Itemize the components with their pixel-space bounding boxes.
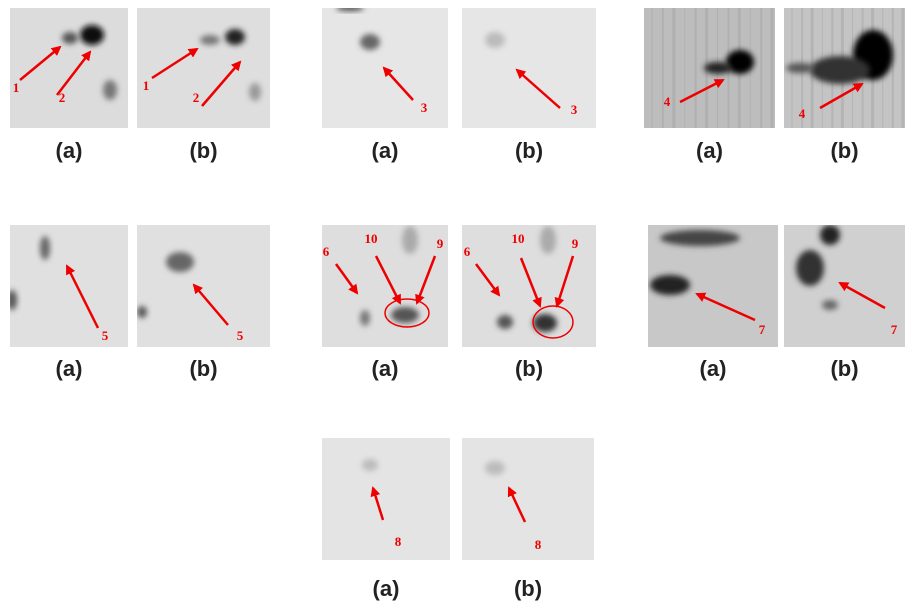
spot-label: 1 <box>13 80 20 95</box>
spot <box>225 29 245 45</box>
caption: (b) <box>830 356 858 381</box>
spot-label: 7 <box>891 322 898 337</box>
caption: (b) <box>189 356 217 381</box>
caption: (a) <box>372 356 399 381</box>
spot-label: 4 <box>799 106 806 121</box>
spot-label: 2 <box>193 90 200 105</box>
gel-image <box>137 225 270 347</box>
caption: (a) <box>700 356 727 381</box>
caption: (a) <box>372 138 399 163</box>
spot <box>485 32 505 48</box>
spot <box>796 250 824 286</box>
spot <box>80 25 104 45</box>
spot-label: 9 <box>572 236 579 251</box>
spot <box>336 5 364 11</box>
spot-label: 5 <box>102 328 109 343</box>
spot <box>249 83 261 101</box>
caption: (a) <box>373 576 400 601</box>
spot-label: 8 <box>395 534 402 549</box>
spot <box>786 63 814 73</box>
spot <box>360 310 370 326</box>
caption: (b) <box>514 576 542 601</box>
spot <box>360 34 380 50</box>
gel-image <box>10 8 128 128</box>
spot <box>362 459 378 471</box>
spot-label: 6 <box>323 244 330 259</box>
spot-label: 3 <box>571 102 578 117</box>
spot-label: 3 <box>421 100 428 115</box>
spot-label: 2 <box>59 90 66 105</box>
spot <box>485 461 505 475</box>
caption: (b) <box>189 138 217 163</box>
spot <box>540 226 556 254</box>
spot <box>704 62 732 74</box>
gel-image <box>322 438 450 560</box>
figure: 1 2 (a) 1 2 (b) 3 (a) 3 (b) 4 (a) 4 (b) 5 (a) 5 (b) 6 10 9 (a… <box>0 0 907 606</box>
spot <box>533 314 557 332</box>
caption: (b) <box>515 356 543 381</box>
spot-label: 6 <box>464 244 471 259</box>
spot <box>166 252 194 272</box>
spot <box>497 315 513 329</box>
spot <box>62 32 78 44</box>
spot-label: 10 <box>365 231 378 246</box>
caption: (a) <box>696 138 723 163</box>
caption: (b) <box>515 138 543 163</box>
spot-label: 7 <box>759 322 766 337</box>
spot <box>391 307 419 323</box>
spot <box>137 306 147 318</box>
spot <box>103 80 117 100</box>
spot-label: 10 <box>512 231 525 246</box>
spot <box>660 230 740 246</box>
spot <box>650 275 690 295</box>
spot-label: 4 <box>664 94 671 109</box>
gel-image <box>10 225 128 347</box>
gel-image <box>462 438 594 560</box>
spot <box>810 56 870 84</box>
spot <box>402 226 418 254</box>
spot-label: 8 <box>535 537 542 552</box>
gel-image <box>322 225 448 347</box>
spot <box>7 290 17 310</box>
caption: (a) <box>56 138 83 163</box>
caption: (b) <box>830 138 858 163</box>
spot <box>200 35 220 45</box>
spot-label: 5 <box>237 328 244 343</box>
spot-label: 1 <box>143 78 150 93</box>
caption: (a) <box>56 356 83 381</box>
spot <box>822 300 838 310</box>
spot <box>40 236 50 260</box>
spot <box>820 225 840 245</box>
gel-image <box>137 8 270 128</box>
spot-label: 9 <box>437 236 444 251</box>
